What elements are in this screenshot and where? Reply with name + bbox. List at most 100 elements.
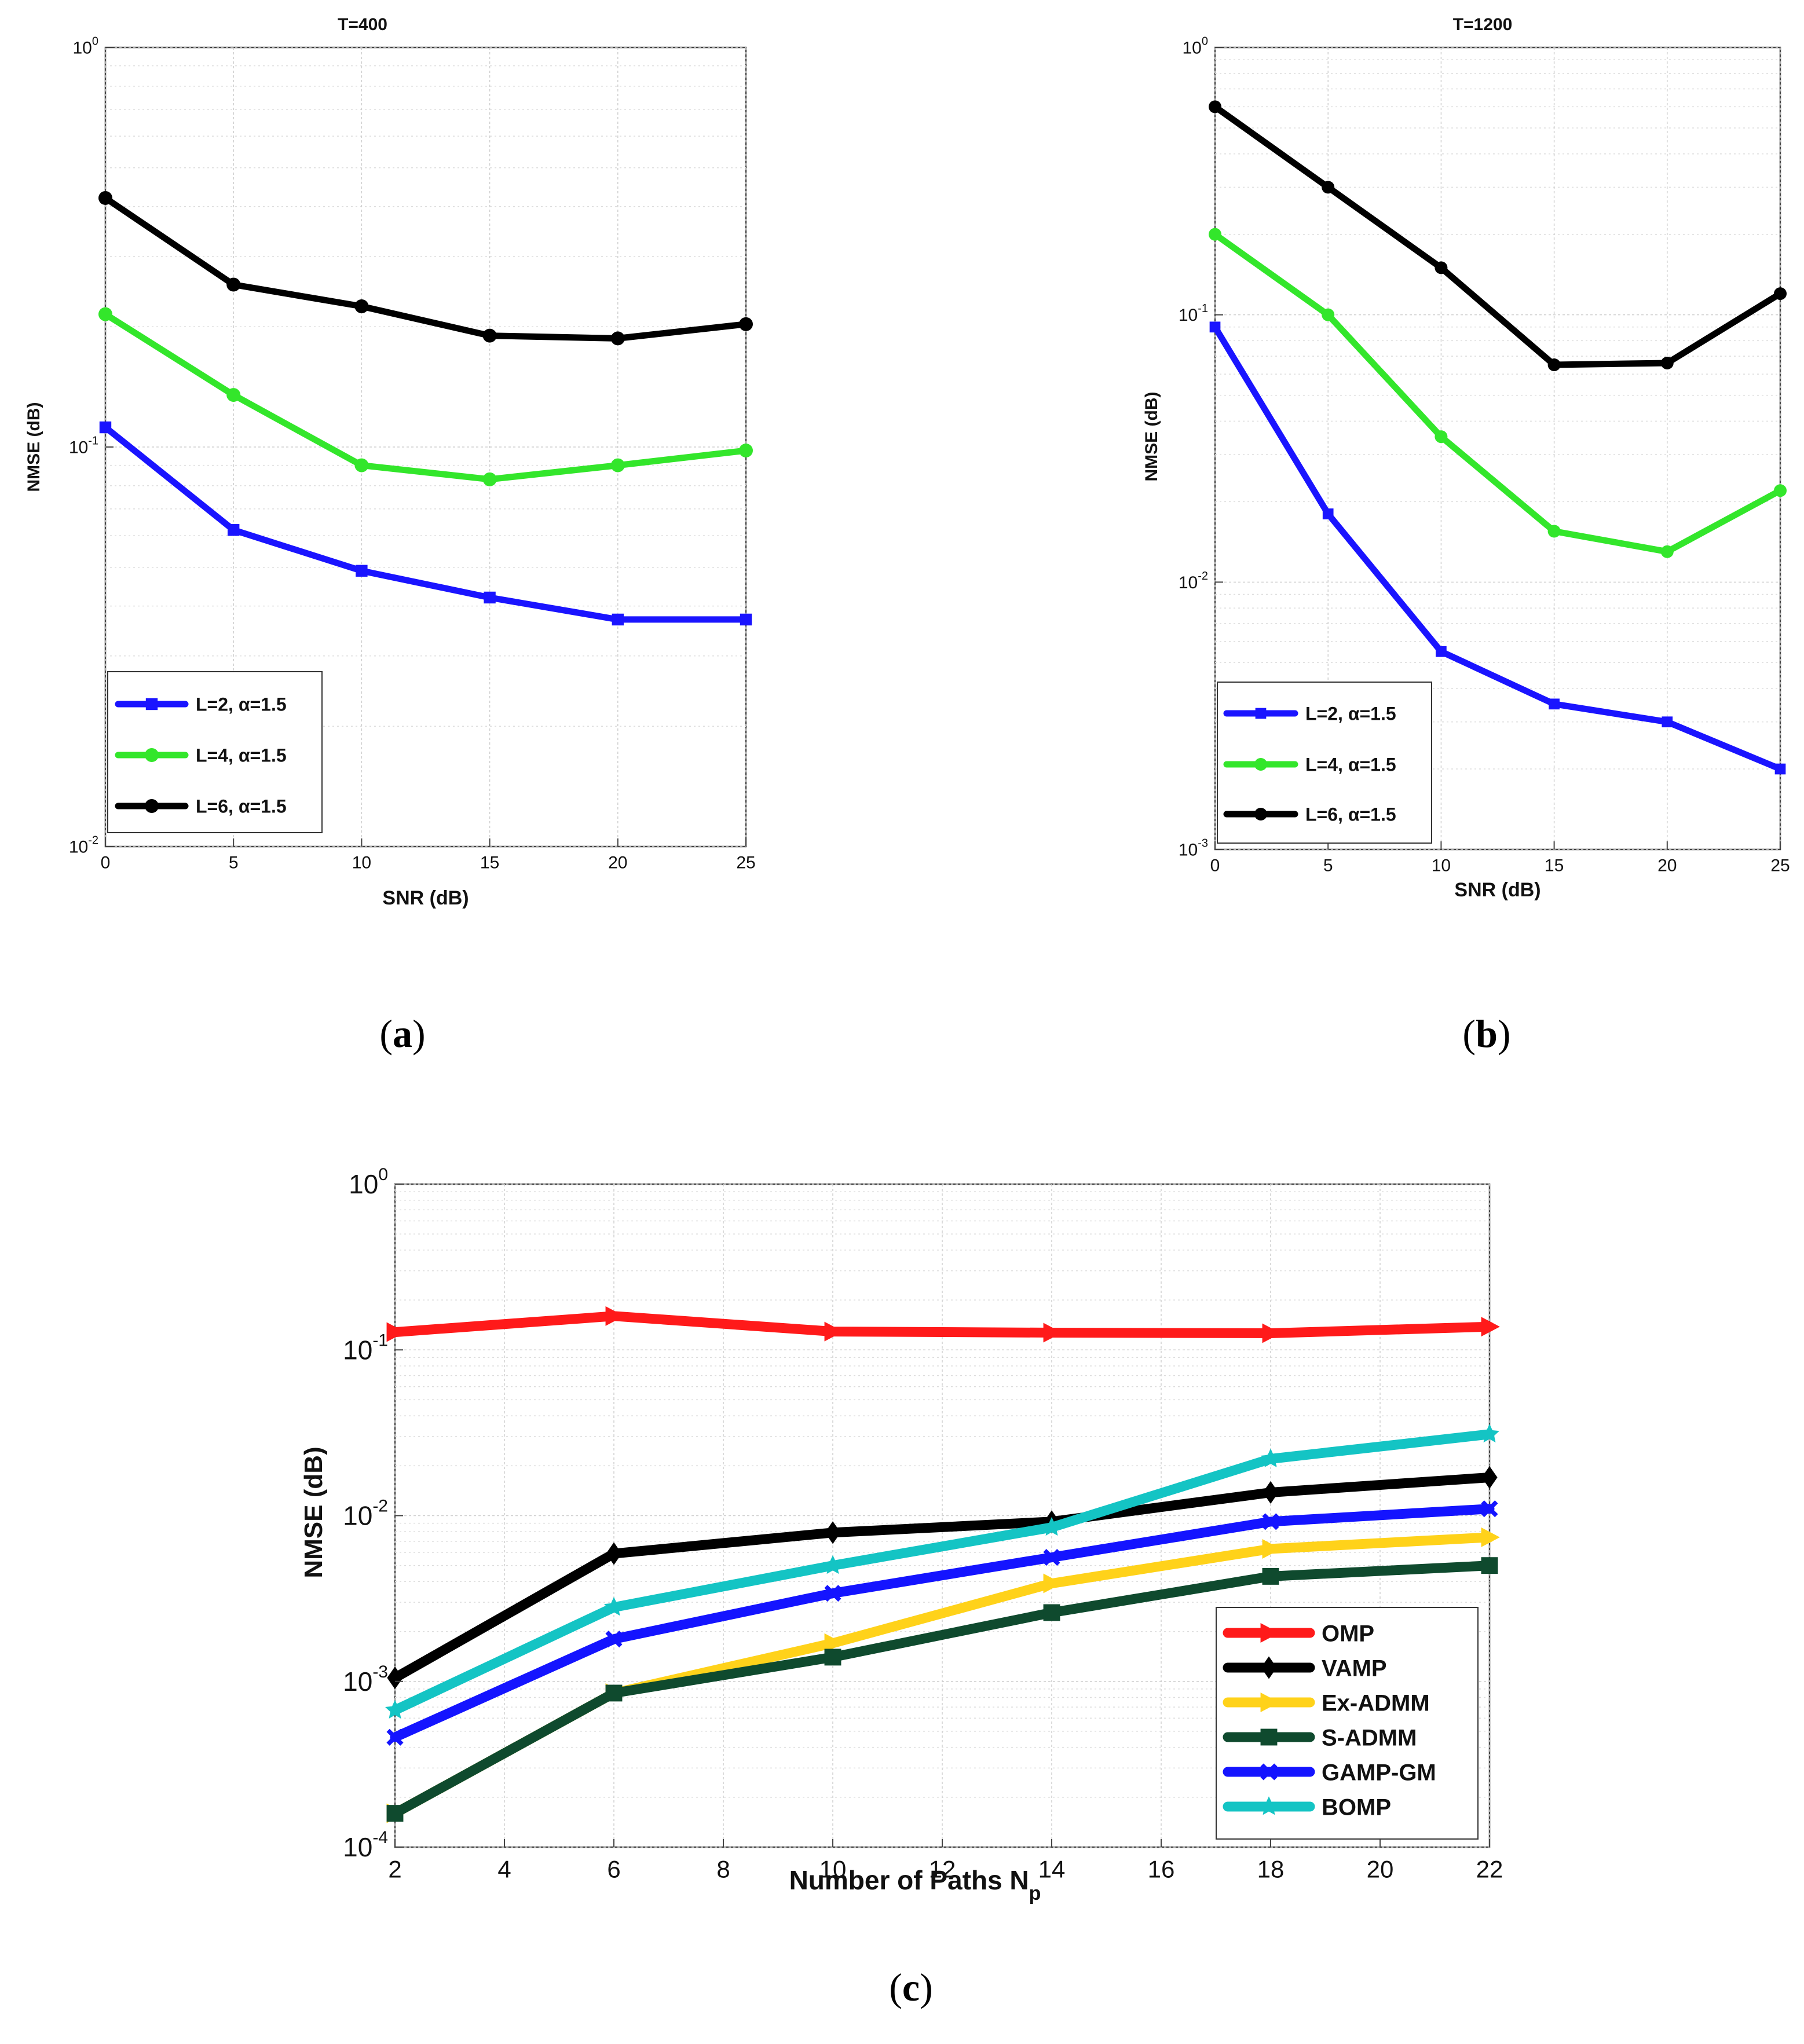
series-line — [1212, 324, 1784, 772]
series-line — [390, 1561, 1495, 1819]
x-tick-label: 8 — [716, 1856, 730, 1883]
series-l-2-1-5 — [1209, 321, 1786, 775]
data-point — [610, 458, 625, 472]
series-line — [102, 424, 749, 623]
data-point — [605, 1306, 624, 1326]
y-tick-base: 10 — [1183, 39, 1202, 58]
y-tick-label: 100 — [73, 35, 99, 58]
series-s-admm — [386, 1557, 1498, 1822]
y-tick-label: 10-2 — [1179, 570, 1208, 592]
series-l-2-1-5 — [99, 421, 752, 626]
x-tick-label: 4 — [497, 1856, 511, 1883]
data-point — [739, 317, 753, 331]
legend-entry: L=6, α=1.5 — [115, 796, 287, 817]
data-point — [1043, 1323, 1062, 1343]
legend-label: BOMP — [1322, 1794, 1391, 1820]
panel-a-xlabel: SNR (dB) — [382, 887, 469, 909]
panel-a-grid — [105, 47, 747, 847]
panel-b-caption: (b) — [1462, 1012, 1510, 1056]
legend-marker — [145, 748, 159, 762]
panel-b-ylabel: NMSE (dB) — [1142, 392, 1161, 482]
legend-label: L=2, α=1.5 — [1305, 704, 1396, 724]
data-point — [356, 565, 368, 577]
x-tick-label: 20 — [1367, 1856, 1394, 1883]
data-point — [824, 1585, 841, 1602]
x-tick-label: 5 — [1323, 856, 1333, 876]
data-point — [1322, 181, 1335, 194]
legend-entry: L=2, α=1.5 — [1223, 704, 1396, 724]
legend-marker — [1260, 1763, 1278, 1781]
data-point — [1263, 1481, 1279, 1504]
data-point — [354, 299, 369, 313]
data-point — [1480, 1424, 1499, 1443]
data-point — [1481, 1557, 1498, 1574]
x-tick-label: 6 — [607, 1856, 620, 1883]
data-point — [1662, 716, 1673, 728]
x-tick-label: 12 — [929, 1856, 956, 1883]
data-point — [1481, 1527, 1500, 1547]
y-tick-label: 10-4 — [343, 1828, 388, 1862]
legend-marker — [1260, 1623, 1279, 1643]
y-tick-exponent: -4 — [372, 1828, 388, 1847]
x-tick-label: 25 — [736, 854, 755, 873]
data-point — [1547, 358, 1561, 372]
y-tick-label: 10-3 — [343, 1662, 388, 1697]
y-tick-base: 10 — [1179, 306, 1198, 325]
data-point — [825, 1521, 841, 1544]
x-tick-label: 0 — [1210, 856, 1220, 876]
legend-marker — [1255, 708, 1267, 719]
panel-a-legend: L=2, α=1.5 L=4, α=1.5 L=6, α=1.5 — [107, 671, 323, 833]
y-tick-exponent: -1 — [372, 1331, 388, 1350]
legend-marker — [1259, 1796, 1279, 1815]
legend-entry: OMP — [1223, 1621, 1374, 1646]
data-point — [604, 1596, 624, 1616]
data-point — [1042, 1516, 1062, 1536]
data-point — [482, 472, 497, 486]
y-tick-exponent: -1 — [1198, 302, 1208, 315]
panel-c-legend-items: OMP VAMP Ex-ADMM S-ADMM GAMP-GM BOMP — [1223, 1621, 1436, 1820]
legend-marker — [1261, 1656, 1277, 1679]
series-line — [1212, 231, 1784, 555]
x-tick-label: 25 — [1770, 856, 1790, 876]
panel-b-grid — [1214, 47, 1781, 850]
data-point — [484, 591, 496, 604]
x-tick-label: 18 — [1257, 1856, 1285, 1883]
legend-label: L=4, α=1.5 — [1305, 754, 1396, 775]
series-l-4-1-5 — [98, 307, 753, 486]
legend-marker — [1260, 1693, 1279, 1712]
data-point — [740, 613, 752, 626]
legend-label: VAMP — [1322, 1655, 1387, 1681]
data-point — [606, 1542, 622, 1565]
legend-entry: Ex-ADMM — [1223, 1690, 1430, 1716]
y-tick-label: 100 — [1183, 35, 1209, 58]
x-tick-label: 15 — [480, 854, 499, 873]
panel-a-series — [98, 191, 753, 626]
data-point — [1481, 1500, 1498, 1518]
data-point — [1209, 100, 1221, 113]
data-point — [824, 1649, 841, 1666]
y-tick-base: 10 — [73, 39, 92, 58]
panel-a-title: T=400 — [338, 15, 387, 34]
y-tick-exponent: -3 — [372, 1662, 388, 1682]
legend-entry: S-ADMM — [1223, 1725, 1417, 1750]
data-point — [824, 1633, 843, 1653]
panel-c-ylabel: NMSE (dB) — [299, 1446, 328, 1578]
series-l-4-1-5 — [1209, 228, 1787, 558]
x-tick-label: 22 — [1476, 1856, 1503, 1883]
series-line — [390, 1429, 1495, 1715]
data-point — [1481, 1317, 1500, 1337]
data-point — [739, 444, 753, 458]
panel-b-legend-items: L=2, α=1.5 L=4, α=1.5 L=6, α=1.5 — [1223, 704, 1396, 825]
y-tick-exponent: -2 — [88, 834, 98, 847]
series-line — [102, 311, 749, 483]
data-point — [98, 307, 112, 321]
legend-label: L=6, α=1.5 — [1305, 804, 1396, 825]
legend-label: S-ADMM — [1322, 1725, 1417, 1750]
data-point — [1322, 308, 1335, 321]
data-point — [824, 1321, 843, 1342]
panel-c-x-ticks: 2 4 6 8 10 12 14 16 18 20 22 — [388, 1839, 1503, 1883]
